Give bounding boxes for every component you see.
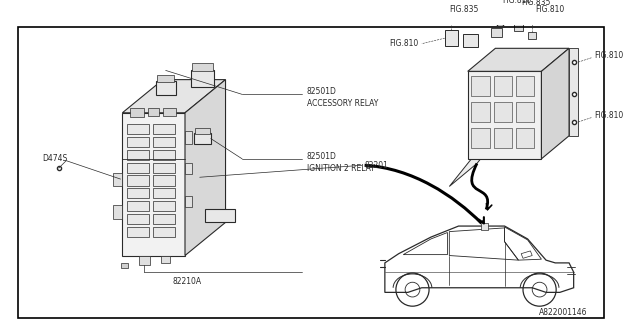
Bar: [185, 196, 193, 207]
Bar: [120, 263, 128, 268]
Bar: [516, 127, 534, 148]
Bar: [148, 108, 159, 116]
Bar: [127, 201, 149, 211]
Polygon shape: [569, 48, 579, 136]
Text: 82501D: 82501D: [307, 152, 337, 161]
Bar: [127, 175, 149, 186]
Bar: [527, 32, 536, 39]
Text: 82201: 82201: [365, 161, 388, 170]
Text: FIG.835: FIG.835: [521, 0, 550, 7]
Polygon shape: [468, 71, 541, 159]
Bar: [185, 164, 193, 174]
Polygon shape: [185, 80, 225, 256]
Bar: [514, 22, 523, 31]
Bar: [153, 124, 175, 134]
Bar: [153, 214, 175, 224]
Bar: [113, 205, 122, 219]
Polygon shape: [122, 113, 185, 256]
Bar: [193, 63, 212, 71]
Text: 82501D: 82501D: [307, 87, 337, 96]
Text: FIG.810: FIG.810: [503, 0, 532, 5]
Polygon shape: [468, 48, 569, 71]
Bar: [127, 163, 149, 173]
Bar: [156, 82, 176, 95]
Text: 82210A: 82210A: [172, 277, 202, 286]
Bar: [195, 128, 210, 134]
Bar: [113, 173, 122, 187]
Bar: [139, 256, 150, 265]
Bar: [153, 137, 175, 147]
Bar: [127, 150, 149, 160]
Bar: [481, 223, 488, 230]
Bar: [163, 108, 176, 116]
Text: FIG.810: FIG.810: [390, 39, 419, 48]
Text: FIG.810: FIG.810: [535, 5, 564, 14]
Bar: [127, 214, 149, 224]
Bar: [491, 28, 502, 37]
Bar: [153, 163, 175, 173]
Bar: [153, 227, 175, 237]
Bar: [127, 137, 149, 147]
Bar: [472, 127, 490, 148]
Text: FIG.810: FIG.810: [594, 51, 623, 60]
Bar: [127, 227, 149, 237]
Bar: [153, 201, 175, 211]
Bar: [130, 108, 145, 117]
Text: ACCESSORY RELAY: ACCESSORY RELAY: [307, 99, 378, 108]
Bar: [127, 188, 149, 198]
Bar: [191, 70, 214, 87]
Text: IGNITION 2 RELAY: IGNITION 2 RELAY: [307, 164, 374, 172]
Polygon shape: [122, 80, 225, 113]
Bar: [161, 256, 170, 263]
Bar: [445, 30, 458, 46]
Bar: [153, 150, 175, 160]
Text: A822001146: A822001146: [539, 308, 588, 317]
Bar: [153, 175, 175, 186]
Bar: [516, 76, 534, 96]
Bar: [185, 131, 193, 144]
Bar: [153, 188, 175, 198]
Bar: [493, 102, 512, 122]
Bar: [493, 76, 512, 96]
Polygon shape: [541, 48, 569, 159]
Bar: [472, 76, 490, 96]
Text: D474S: D474S: [42, 154, 67, 163]
Polygon shape: [449, 48, 569, 187]
Bar: [472, 102, 490, 122]
Bar: [493, 127, 512, 148]
Bar: [205, 210, 235, 222]
Bar: [463, 35, 478, 47]
Bar: [157, 75, 174, 82]
Bar: [194, 133, 211, 144]
Bar: [127, 124, 149, 134]
Bar: [516, 102, 534, 122]
Text: FIG.835: FIG.835: [449, 5, 479, 14]
Text: FIG.810: FIG.810: [594, 111, 623, 120]
